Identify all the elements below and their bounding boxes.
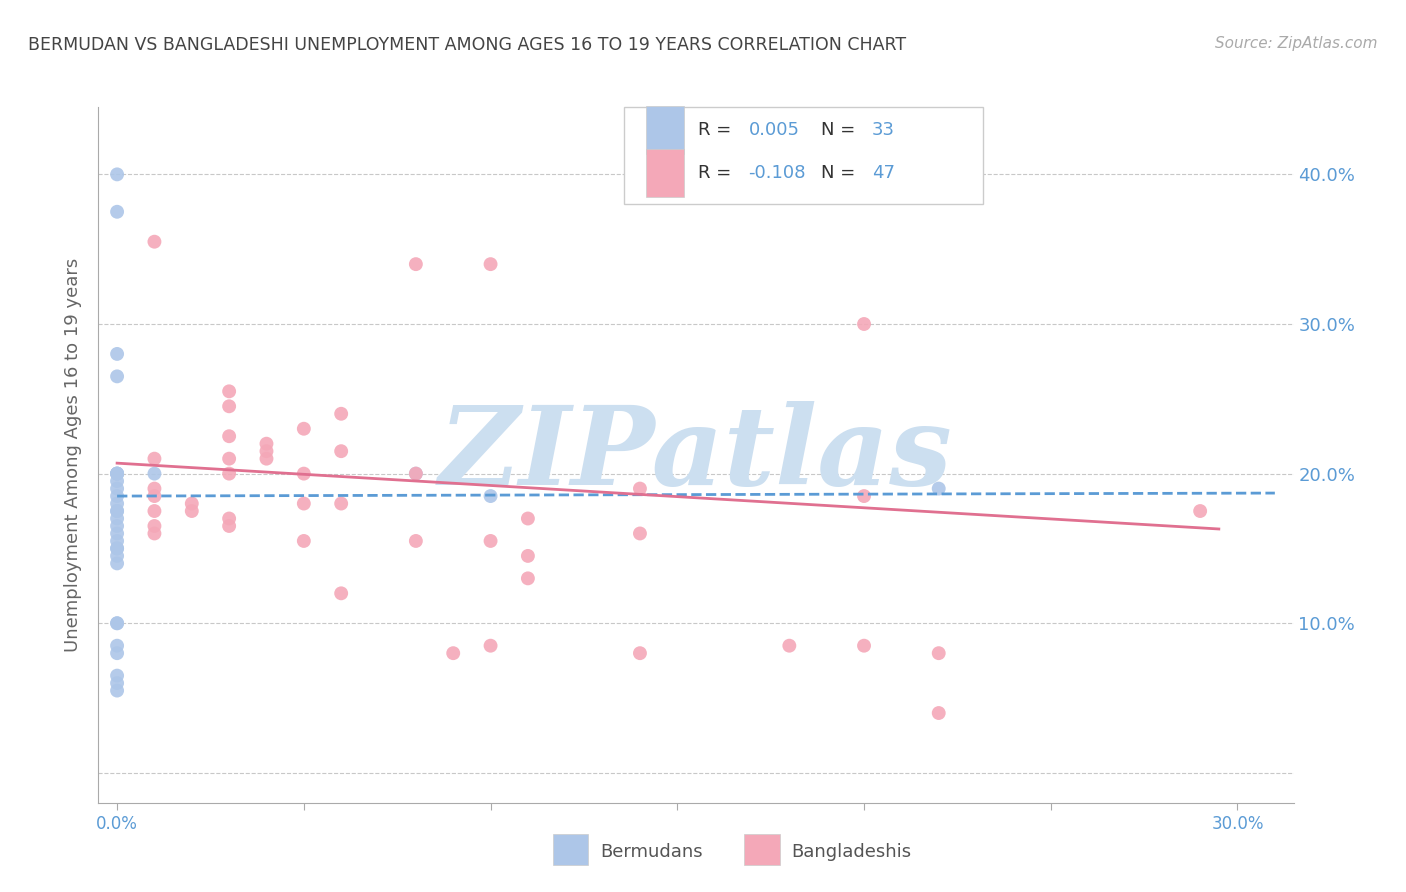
Point (928, 482, 950, 496)
Text: R =: R = (699, 164, 737, 182)
Text: ZIPatlas: ZIPatlas (439, 401, 953, 508)
Text: Bangladeshis: Bangladeshis (792, 843, 911, 861)
Point (105, 504, 128, 518)
Text: BERMUDAN VS BANGLADESHI UNEMPLOYMENT AMONG AGES 16 TO 19 YEARS CORRELATION CHART: BERMUDAN VS BANGLADESHI UNEMPLOYMENT AMO… (28, 36, 907, 54)
Point (105, 541, 128, 556)
Bar (553, 834, 589, 865)
Point (105, 347, 128, 361)
Point (143, 489, 166, 503)
Point (479, 639, 502, 653)
Point (330, 497, 353, 511)
Point (256, 444, 278, 458)
Point (218, 511, 240, 525)
Text: -0.108: -0.108 (748, 164, 806, 182)
Point (516, 511, 538, 525)
Point (292, 422, 315, 436)
Point (853, 639, 876, 653)
FancyBboxPatch shape (624, 107, 983, 204)
Text: N =: N = (821, 121, 862, 139)
Point (330, 444, 353, 458)
Point (105, 646, 128, 660)
Point (143, 504, 166, 518)
Point (143, 235, 166, 249)
Point (105, 497, 128, 511)
Point (405, 467, 427, 481)
Point (105, 616, 128, 631)
Point (105, 467, 128, 481)
Point (180, 497, 202, 511)
Point (479, 257, 502, 271)
Point (143, 526, 166, 541)
Point (105, 541, 128, 556)
Point (1189, 504, 1212, 518)
Point (628, 646, 651, 660)
Point (405, 533, 427, 548)
Point (405, 257, 427, 271)
Point (105, 639, 128, 653)
Point (628, 526, 651, 541)
Point (105, 683, 128, 698)
Point (928, 646, 950, 660)
Point (516, 571, 538, 585)
Text: Source: ZipAtlas.com: Source: ZipAtlas.com (1215, 36, 1378, 51)
Point (292, 533, 315, 548)
Point (628, 482, 651, 496)
Point (105, 676, 128, 690)
Point (441, 646, 464, 660)
Point (105, 204, 128, 219)
Point (256, 451, 278, 466)
Point (105, 369, 128, 384)
Text: N =: N = (821, 164, 862, 182)
Point (218, 519, 240, 533)
Bar (645, 105, 685, 154)
Point (105, 519, 128, 533)
Point (143, 519, 166, 533)
Text: R =: R = (699, 121, 737, 139)
Point (105, 668, 128, 682)
Point (105, 467, 128, 481)
Bar (645, 149, 685, 197)
Point (218, 467, 240, 481)
Point (105, 526, 128, 541)
Point (143, 451, 166, 466)
Point (853, 489, 876, 503)
Point (105, 549, 128, 563)
Point (516, 549, 538, 563)
Point (218, 429, 240, 443)
Point (479, 489, 502, 503)
Point (105, 474, 128, 488)
Point (105, 489, 128, 503)
Y-axis label: Unemployment Among Ages 16 to 19 years: Unemployment Among Ages 16 to 19 years (65, 258, 83, 652)
Bar (744, 834, 780, 865)
Point (330, 407, 353, 421)
Point (928, 706, 950, 720)
Point (143, 467, 166, 481)
Point (256, 436, 278, 450)
Point (143, 482, 166, 496)
Point (218, 399, 240, 413)
Point (330, 586, 353, 600)
Point (105, 504, 128, 518)
Point (105, 616, 128, 631)
Text: Bermudans: Bermudans (600, 843, 703, 861)
Point (105, 511, 128, 525)
Point (180, 504, 202, 518)
Point (105, 557, 128, 571)
Text: 0.005: 0.005 (748, 121, 800, 139)
Point (479, 533, 502, 548)
Point (218, 451, 240, 466)
Point (105, 467, 128, 481)
Point (218, 384, 240, 399)
Point (292, 467, 315, 481)
Point (105, 482, 128, 496)
Text: 47: 47 (872, 164, 894, 182)
Text: 33: 33 (872, 121, 894, 139)
Point (405, 467, 427, 481)
Point (105, 167, 128, 181)
Point (853, 317, 876, 331)
Point (292, 497, 315, 511)
Point (105, 467, 128, 481)
Point (778, 639, 800, 653)
Point (105, 533, 128, 548)
